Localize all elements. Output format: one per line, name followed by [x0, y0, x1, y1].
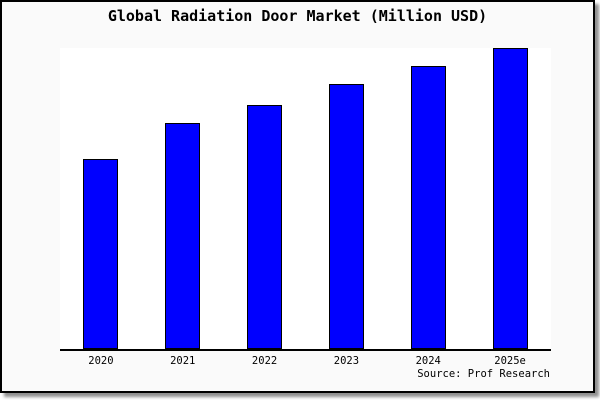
bar-slot — [60, 48, 142, 349]
source-credit: Source: Prof Research — [417, 368, 550, 380]
bar-2022 — [247, 105, 283, 349]
bar-2023 — [328, 84, 364, 349]
x-tick-label-2023: 2023 — [333, 355, 360, 367]
bar-2020 — [83, 159, 119, 349]
bar-slot — [305, 48, 387, 349]
x-tick-label-2025e: 2025e — [494, 355, 526, 367]
bar-slot — [469, 48, 551, 349]
x-tick-label-2022: 2022 — [251, 355, 278, 367]
x-axis-tick-labels: 2020 2021 2022 2023 2024 2025e — [60, 355, 551, 367]
bar-slot — [387, 48, 469, 349]
bar-2025e — [492, 48, 528, 349]
bar-2021 — [165, 123, 201, 349]
x-tick-label-2021: 2021 — [170, 355, 196, 367]
x-tick-label-2020: 2020 — [88, 355, 114, 367]
plot-area — [60, 48, 551, 351]
bar-slot — [224, 48, 306, 349]
chart-panel: Global Radiation Door Market (Million US… — [0, 0, 595, 393]
bar-slot — [142, 48, 224, 349]
bar-2024 — [410, 66, 446, 349]
chart-title: Global Radiation Door Market (Million US… — [107, 7, 488, 25]
x-tick-label-2024: 2024 — [415, 355, 441, 367]
